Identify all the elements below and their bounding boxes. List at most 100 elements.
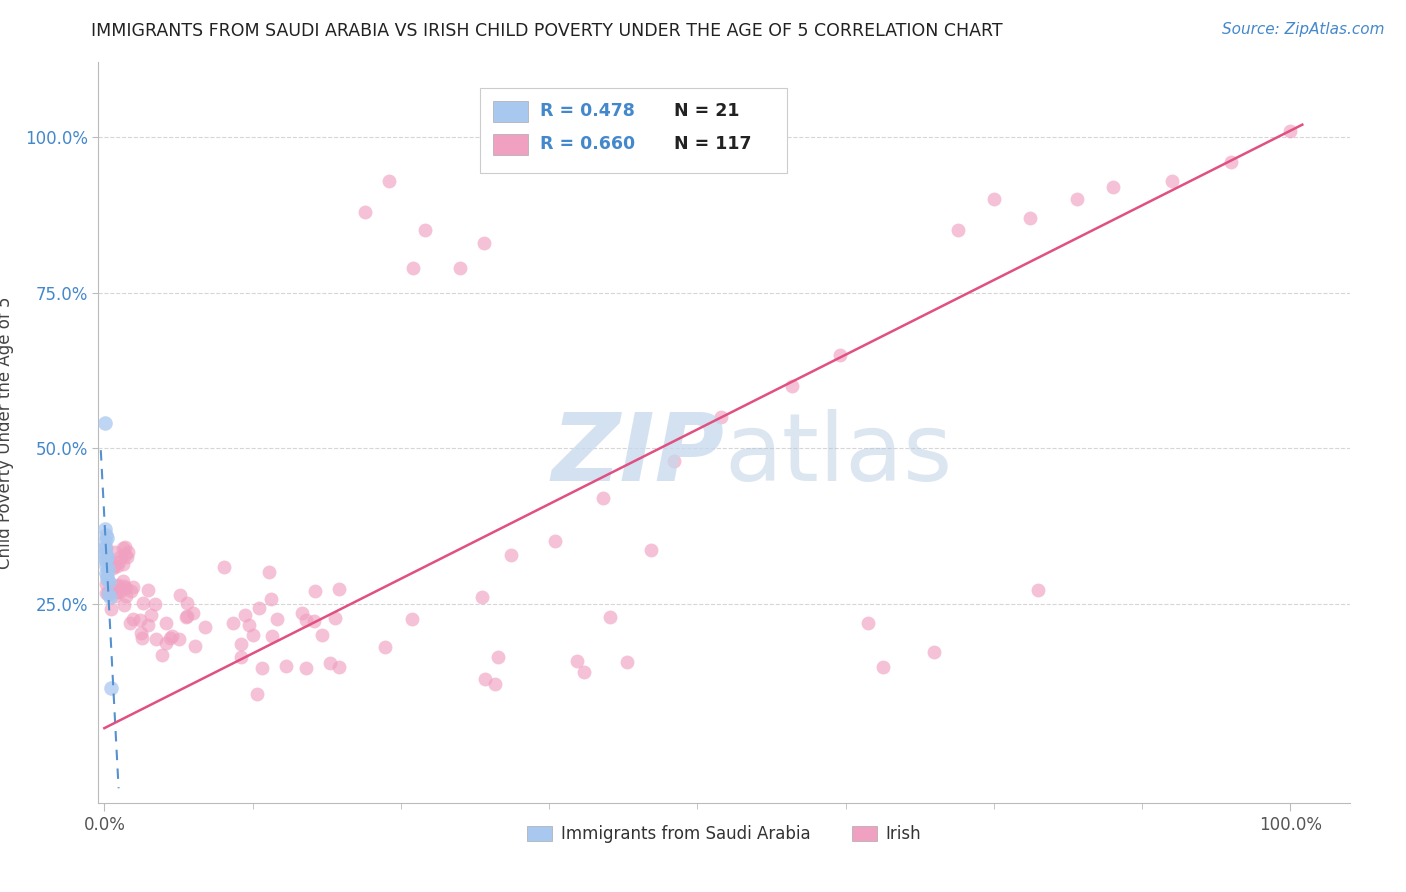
Point xyxy=(295,613,318,627)
Point xyxy=(114,548,136,562)
Point xyxy=(97,587,120,601)
Point xyxy=(112,598,135,612)
Point xyxy=(136,618,159,632)
Point xyxy=(136,583,159,598)
Point xyxy=(486,649,509,664)
Point xyxy=(96,532,118,546)
Point xyxy=(103,561,125,575)
Point xyxy=(858,615,880,630)
Point xyxy=(122,580,145,594)
Point xyxy=(129,613,152,627)
Point xyxy=(354,204,377,219)
Point xyxy=(94,553,117,567)
Point xyxy=(616,656,638,670)
Point xyxy=(94,547,117,561)
Point xyxy=(104,589,127,603)
Point xyxy=(247,601,270,615)
Point xyxy=(96,572,118,586)
Point xyxy=(174,609,197,624)
Point xyxy=(94,541,117,555)
Point xyxy=(94,547,117,561)
Point xyxy=(212,560,235,574)
Point xyxy=(176,596,198,610)
Point xyxy=(111,574,134,588)
Text: Source: ZipAtlas.com: Source: ZipAtlas.com xyxy=(1222,22,1385,37)
Point xyxy=(328,582,350,596)
Text: ZIP: ZIP xyxy=(551,409,724,500)
Point xyxy=(94,540,117,554)
Point xyxy=(100,601,122,615)
Point xyxy=(143,597,166,611)
Point xyxy=(155,636,177,650)
Point xyxy=(229,649,252,664)
Point xyxy=(246,687,269,701)
Point xyxy=(176,609,198,624)
Point xyxy=(160,629,183,643)
Point xyxy=(311,628,333,642)
Point xyxy=(115,589,138,603)
Point xyxy=(108,550,131,565)
Point xyxy=(872,660,894,674)
Point xyxy=(98,574,121,589)
Point xyxy=(1220,155,1243,169)
Legend: Immigrants from Saudi Arabia, Irish: Immigrants from Saudi Arabia, Irish xyxy=(520,819,928,850)
Point xyxy=(304,584,326,599)
Point xyxy=(274,659,297,673)
Point xyxy=(1028,582,1050,597)
Point xyxy=(565,654,588,668)
Point xyxy=(94,534,117,549)
Point xyxy=(96,549,118,564)
Point xyxy=(112,579,135,593)
Point xyxy=(474,672,496,686)
Point xyxy=(378,174,401,188)
Point xyxy=(114,540,136,554)
Point xyxy=(101,582,124,597)
FancyBboxPatch shape xyxy=(479,88,787,173)
Point xyxy=(108,584,131,599)
Point xyxy=(1160,174,1182,188)
Point xyxy=(169,589,191,603)
Point xyxy=(257,565,280,579)
Point xyxy=(266,612,288,626)
Point xyxy=(323,611,346,625)
Point xyxy=(484,677,506,691)
Point xyxy=(572,665,595,679)
Point xyxy=(260,591,283,606)
Point xyxy=(131,626,153,640)
Point xyxy=(107,585,129,599)
Point xyxy=(131,631,153,645)
Point xyxy=(105,559,128,574)
Point xyxy=(402,260,425,275)
Point xyxy=(139,608,162,623)
Point xyxy=(94,553,117,567)
Text: R = 0.478: R = 0.478 xyxy=(540,102,636,120)
Point xyxy=(242,627,264,641)
Point xyxy=(120,583,142,598)
Point xyxy=(449,260,471,275)
Point xyxy=(302,615,325,629)
Point xyxy=(111,541,134,555)
Point xyxy=(401,612,423,626)
Point xyxy=(98,591,121,605)
Point xyxy=(94,559,117,574)
Text: atlas: atlas xyxy=(724,409,952,500)
Point xyxy=(544,534,567,549)
Point xyxy=(120,615,142,630)
Text: N = 21: N = 21 xyxy=(673,102,740,120)
FancyBboxPatch shape xyxy=(492,101,527,121)
Point xyxy=(238,618,260,632)
Point xyxy=(194,619,217,633)
Point xyxy=(1101,179,1123,194)
Point xyxy=(183,639,205,653)
Point xyxy=(145,632,167,646)
Point xyxy=(96,549,118,564)
Point xyxy=(108,554,131,568)
Point xyxy=(222,615,245,630)
Point xyxy=(599,610,621,624)
Point xyxy=(94,576,117,591)
Point xyxy=(114,581,136,595)
Point xyxy=(471,591,494,605)
Point xyxy=(97,553,120,567)
Point xyxy=(97,586,120,600)
Point xyxy=(1279,124,1302,138)
